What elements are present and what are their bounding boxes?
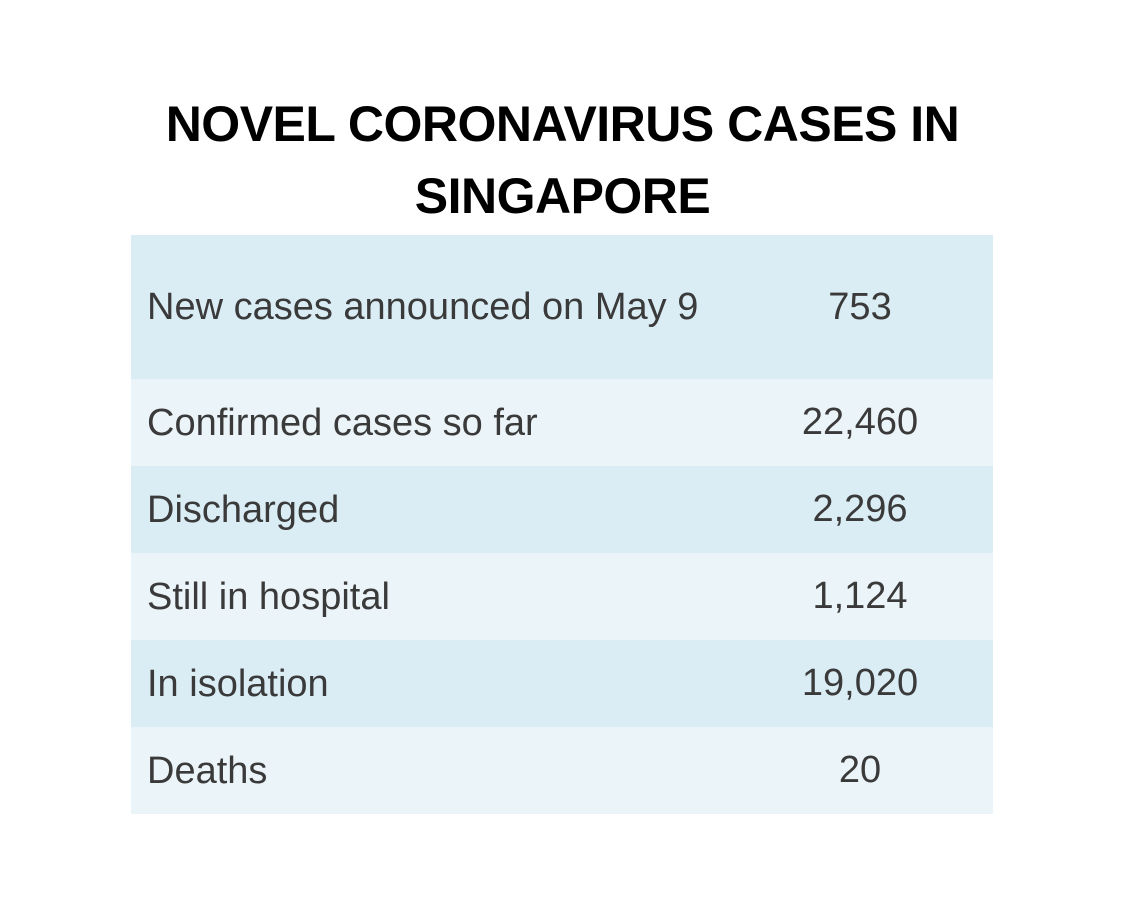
table-row-discharged: Discharged 2,296 bbox=[131, 466, 993, 553]
row-label: Discharged bbox=[147, 488, 340, 531]
row-value: 20 bbox=[838, 749, 882, 791]
table-row-hospital: Still in hospital 1,124 bbox=[131, 553, 993, 640]
table-row-new-cases: New cases announced on May 9 753 bbox=[131, 235, 993, 379]
row-value: 1,124 bbox=[812, 575, 908, 617]
title-line-1: NOVEL CORONAVIRUS CASES IN bbox=[165, 96, 960, 152]
row-label: New cases announced on May 9 bbox=[147, 286, 699, 328]
title-line-2: SINGAPORE bbox=[414, 168, 711, 224]
row-value: 753 bbox=[828, 285, 892, 328]
table-row-confirmed: Confirmed cases so far 22,460 bbox=[131, 379, 993, 466]
row-label: Still in hospital bbox=[147, 575, 390, 618]
table-row-deaths: Deaths 20 bbox=[131, 727, 993, 814]
row-value: 19,020 bbox=[801, 662, 919, 704]
page-title: NOVEL CORONAVIRUS CASES IN SINGAPORE bbox=[0, 88, 1125, 232]
stats-table: New cases announced on May 9 753 Confirm… bbox=[131, 235, 993, 814]
row-value: 22,460 bbox=[801, 401, 919, 443]
row-label: Confirmed cases so far bbox=[147, 401, 538, 444]
row-value: 2,296 bbox=[812, 488, 908, 530]
row-label: Deaths bbox=[147, 749, 268, 792]
row-label: In isolation bbox=[147, 662, 329, 705]
table-row-isolation: In isolation 19,020 bbox=[131, 640, 993, 727]
